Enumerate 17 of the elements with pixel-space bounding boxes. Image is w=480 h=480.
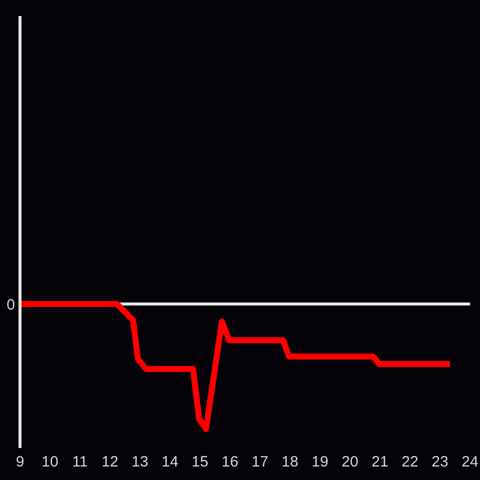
x-tick-label: 19 bbox=[312, 454, 328, 471]
x-tick-label: 15 bbox=[192, 454, 208, 471]
x-tick-label: 10 bbox=[42, 454, 58, 471]
x-tick-label: 22 bbox=[402, 454, 418, 471]
x-tick-label: 11 bbox=[72, 454, 88, 471]
x-tick-label: 13 bbox=[132, 454, 148, 471]
x-tick-label: 21 bbox=[372, 454, 388, 471]
x-tick-label: 23 bbox=[432, 454, 448, 471]
ref-line-label: 0 bbox=[6, 296, 15, 314]
x-tick-label: 18 bbox=[282, 454, 298, 471]
x-tick-label: 20 bbox=[342, 454, 358, 471]
x-tick-label: 12 bbox=[102, 454, 118, 471]
x-tick-label: 9 bbox=[16, 454, 24, 471]
x-tick-label: 14 bbox=[162, 454, 178, 471]
x-tick-label: 24 bbox=[462, 454, 478, 471]
x-tick-label: 17 bbox=[252, 454, 268, 471]
x-tick-label: 16 bbox=[222, 454, 238, 471]
